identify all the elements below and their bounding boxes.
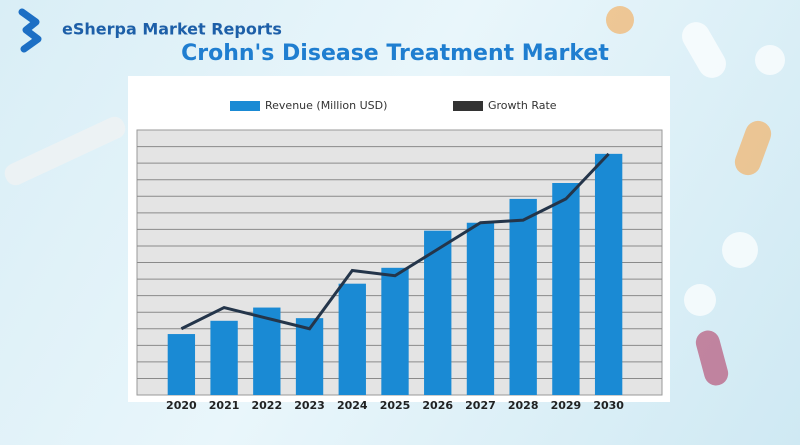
bar xyxy=(381,267,409,395)
bar xyxy=(466,222,495,395)
x-tick-label: 2020 xyxy=(166,399,197,412)
bar xyxy=(295,318,324,395)
x-tick-label: 2030 xyxy=(593,399,624,412)
x-tick-label: 2027 xyxy=(465,399,496,412)
bar xyxy=(594,153,623,395)
x-tick-label: 2022 xyxy=(252,399,283,412)
x-tick-label: 2026 xyxy=(422,399,453,412)
growth-line xyxy=(180,152,610,331)
x-tick-label: 2025 xyxy=(380,399,411,412)
bar xyxy=(210,320,238,395)
x-tick-label: 2028 xyxy=(508,399,539,412)
x-tick-label: 2021 xyxy=(209,399,240,412)
bar xyxy=(253,307,281,395)
decor xyxy=(4,6,785,386)
bar xyxy=(167,334,196,395)
logo: eSherpa Market Reports xyxy=(18,8,282,53)
legend-label: Growth Rate xyxy=(488,99,557,112)
bar xyxy=(552,183,580,395)
legend-label: Revenue (Million USD) xyxy=(265,99,387,112)
brand: eSherpa Market Reports xyxy=(62,20,282,39)
bar xyxy=(424,230,452,395)
x-tick-label: 2023 xyxy=(294,399,325,412)
legend-swatch xyxy=(453,101,483,111)
chart-title: Crohn's Disease Treatment Market xyxy=(181,41,609,66)
bar xyxy=(338,283,366,395)
legend-swatch xyxy=(230,101,260,111)
bar xyxy=(509,198,537,395)
x-tick-label: 2024 xyxy=(337,399,368,412)
x-tick-label: 2029 xyxy=(551,399,582,412)
